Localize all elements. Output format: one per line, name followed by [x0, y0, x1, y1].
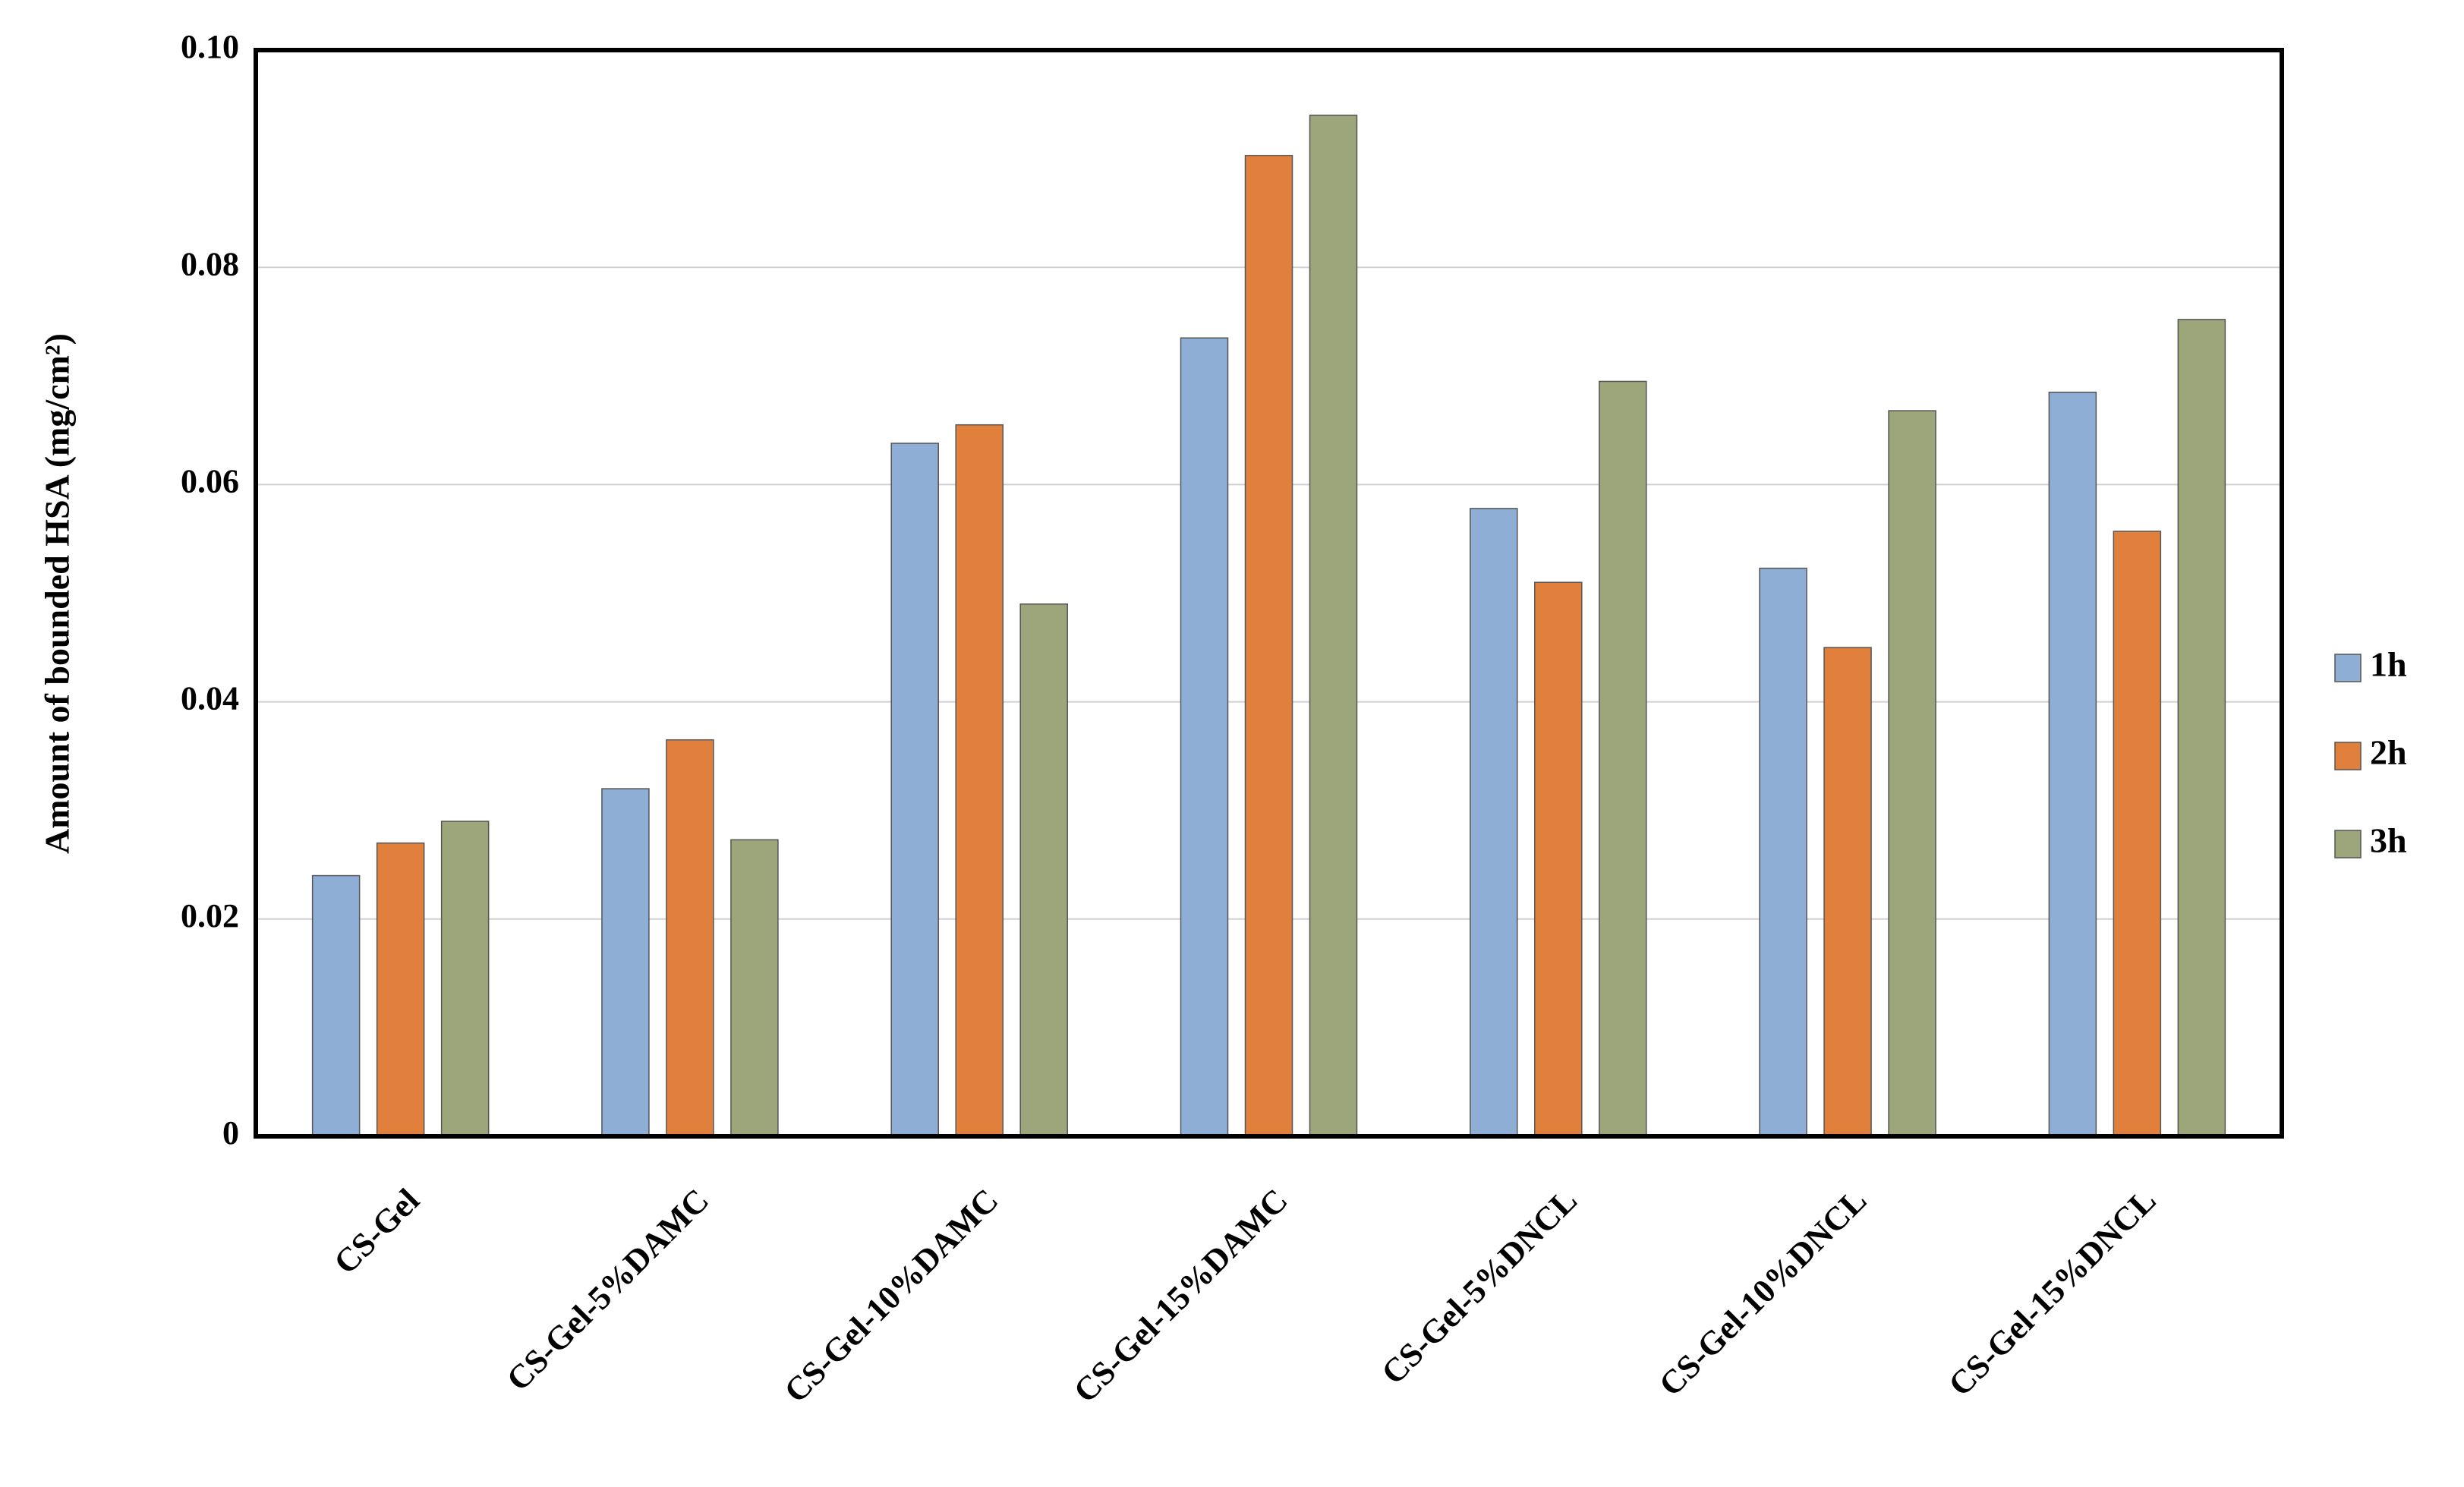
y-tick-label: 0.06: [181, 462, 239, 499]
bar: [2113, 531, 2162, 1137]
x-tick-label: CS-Gel-10%DAMC: [777, 1182, 1006, 1410]
legend-swatch: [2334, 830, 2362, 858]
x-tick-label: CS-Gel: [326, 1182, 426, 1281]
bar: [666, 739, 714, 1137]
x-tick-label: CS-Gel-5%DAMC: [499, 1182, 716, 1398]
bar: [890, 443, 939, 1137]
bar: [730, 839, 779, 1137]
bar: [1888, 410, 1936, 1137]
bar: [2048, 392, 2097, 1137]
y-tick-label: 0.08: [181, 245, 239, 282]
legend-swatch: [2334, 742, 2362, 770]
legend-label: 1h: [2370, 645, 2407, 684]
bar: [601, 788, 650, 1137]
bar: [1180, 337, 1229, 1137]
bar: [440, 821, 490, 1137]
legend-label: 3h: [2370, 821, 2407, 860]
y-tick-label: 0: [222, 1114, 239, 1151]
plot-frame: [254, 48, 2284, 1139]
y-axis-label: Amount of bounded HSA (mg/cm²): [38, 333, 77, 854]
y-tick-label: 0.04: [181, 680, 239, 717]
bar: [311, 874, 361, 1137]
bar: [1309, 115, 1358, 1137]
y-tick-label: 0.02: [181, 897, 239, 934]
bar: [1470, 508, 1518, 1137]
legend-label: 2h: [2370, 733, 2407, 772]
x-tick-label: CS-Gel-10%DNCL: [1652, 1182, 1873, 1404]
bar: [376, 842, 425, 1137]
x-tick-label: CS-Gel-15%DAMC: [1067, 1182, 1295, 1410]
bar: [1823, 647, 1872, 1137]
legend-swatch: [2334, 654, 2362, 682]
bar: [1759, 567, 1807, 1137]
bar: [2177, 319, 2226, 1137]
y-tick-label: 0.10: [181, 28, 239, 65]
x-tick-label: CS-Gel-5%DNCL: [1374, 1182, 1584, 1392]
bar: [1019, 603, 1068, 1137]
bar: [1244, 155, 1293, 1137]
bar: [1599, 380, 1647, 1137]
x-tick-label: CS-Gel-15%DNCL: [1941, 1182, 2163, 1404]
bar: [1534, 581, 1583, 1137]
bar: [955, 424, 1004, 1137]
